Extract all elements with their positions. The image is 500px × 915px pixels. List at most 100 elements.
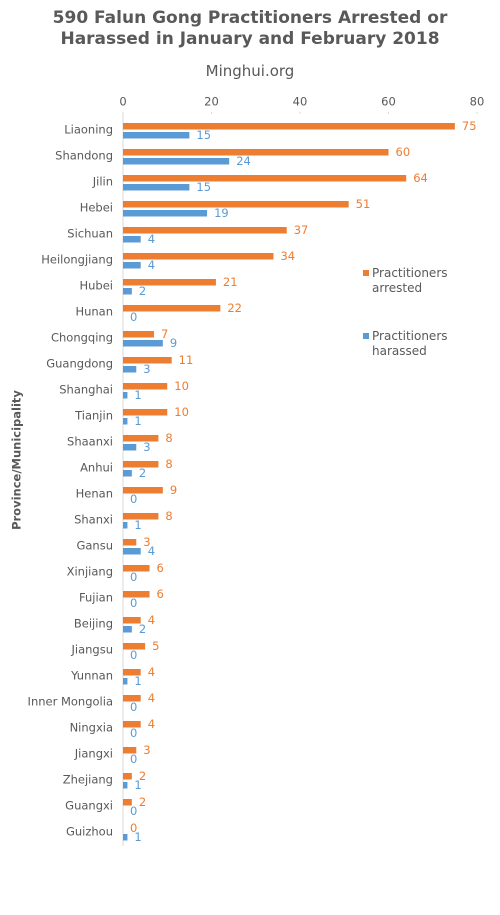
data-label: 1 <box>134 388 141 402</box>
bar <box>123 184 190 191</box>
data-label: 6 <box>157 561 164 575</box>
data-label: 5 <box>152 639 159 653</box>
bar <box>123 418 128 425</box>
bar <box>123 262 141 269</box>
bar <box>123 487 163 494</box>
data-label: 0 <box>130 821 137 835</box>
data-label: 11 <box>179 353 194 367</box>
y-tick-label: Jiangxi <box>74 747 113 761</box>
y-tick-label: Hubei <box>79 279 113 293</box>
y-tick-label: Guizhou <box>66 825 113 839</box>
y-tick-label: Tianjin <box>74 409 113 423</box>
chart-title: 590 Falun Gong Practitioners Arrested or… <box>52 8 448 49</box>
bar <box>123 236 141 243</box>
data-label: 10 <box>174 405 189 419</box>
data-label: 9 <box>170 483 177 497</box>
data-label: 4 <box>148 717 155 731</box>
y-tick-label: Henan <box>76 487 113 501</box>
x-tick-label: 20 <box>204 95 219 109</box>
data-label: 15 <box>196 128 211 142</box>
data-label: 1 <box>134 778 141 792</box>
bar <box>123 149 389 156</box>
data-label: 4 <box>148 665 155 679</box>
data-label: 4 <box>148 691 155 705</box>
bar <box>123 799 132 806</box>
bar <box>123 392 128 399</box>
bar <box>123 227 287 234</box>
y-tick-label: Chongqing <box>51 331 113 345</box>
bar <box>123 747 137 754</box>
data-label: 15 <box>196 180 211 194</box>
data-label: 1 <box>134 518 141 532</box>
y-tick-label: Ningxia <box>70 721 113 735</box>
y-tick-label: Guangxi <box>65 799 113 813</box>
y-axis-label: Province/Municipality <box>10 390 24 530</box>
x-tick-label: 0 <box>119 95 126 109</box>
data-label: 75 <box>462 119 477 133</box>
bar <box>123 565 150 572</box>
y-tick-label: Heilongjiang <box>41 253 113 267</box>
y-tick-label: Guangdong <box>46 357 113 371</box>
data-label: 2 <box>139 466 146 480</box>
y-tick-label: Anhui <box>80 461 113 475</box>
data-label: 60 <box>396 145 411 159</box>
bar <box>123 366 137 373</box>
data-label: 0 <box>130 596 137 610</box>
data-label: 1 <box>134 830 141 844</box>
data-label: 3 <box>143 440 150 454</box>
data-label: 1 <box>134 414 141 428</box>
data-label: 51 <box>356 197 371 211</box>
data-label: 34 <box>280 249 295 263</box>
bar <box>123 288 132 295</box>
bar <box>123 678 128 685</box>
data-label: 4 <box>148 544 155 558</box>
y-tick-label: Yunnan <box>70 669 113 683</box>
bar <box>123 435 159 442</box>
data-label: 2 <box>139 622 146 636</box>
y-tick-label: Gansu <box>76 539 113 553</box>
chart-subtitle: Minghui.org <box>205 62 295 80</box>
y-tick-label: Inner Mongolia <box>28 695 113 709</box>
data-label: 0 <box>130 570 137 584</box>
y-tick-label: Fujian <box>79 591 113 605</box>
bar <box>123 643 146 650</box>
data-label: 3 <box>143 535 150 549</box>
data-label: 4 <box>148 232 155 246</box>
bar <box>123 123 455 130</box>
bar <box>123 132 190 139</box>
y-tick-label: Liaoning <box>64 123 113 137</box>
x-tick-label: 40 <box>293 95 308 109</box>
y-tick-label: Jiangsu <box>70 643 113 657</box>
y-tick-label: Hunan <box>75 305 113 319</box>
y-tick-label: Shaanxi <box>67 435 113 449</box>
data-label: 0 <box>130 726 137 740</box>
bar <box>123 669 141 676</box>
bar <box>123 470 132 477</box>
y-tick-label: Jilin <box>92 175 113 189</box>
bar <box>123 626 132 633</box>
data-label: 0 <box>130 804 137 818</box>
bar <box>123 279 216 286</box>
bar <box>123 357 172 364</box>
data-label: 21 <box>223 275 238 289</box>
data-label: 2 <box>139 795 146 809</box>
data-label: 10 <box>174 379 189 393</box>
data-label: 8 <box>165 457 172 471</box>
bar <box>123 539 137 546</box>
bar <box>123 305 221 312</box>
data-label: 22 <box>227 301 242 315</box>
bar <box>123 617 141 624</box>
bar <box>123 409 168 416</box>
data-label: 7 <box>161 327 168 341</box>
data-label: 4 <box>148 258 155 272</box>
data-label: 0 <box>130 700 137 714</box>
bar <box>123 201 349 208</box>
data-label: 8 <box>165 509 172 523</box>
data-label: 2 <box>139 284 146 298</box>
bar <box>123 210 208 217</box>
data-label: 0 <box>130 310 137 324</box>
data-label: 8 <box>165 431 172 445</box>
bar <box>123 175 407 182</box>
data-label: 64 <box>413 171 428 185</box>
